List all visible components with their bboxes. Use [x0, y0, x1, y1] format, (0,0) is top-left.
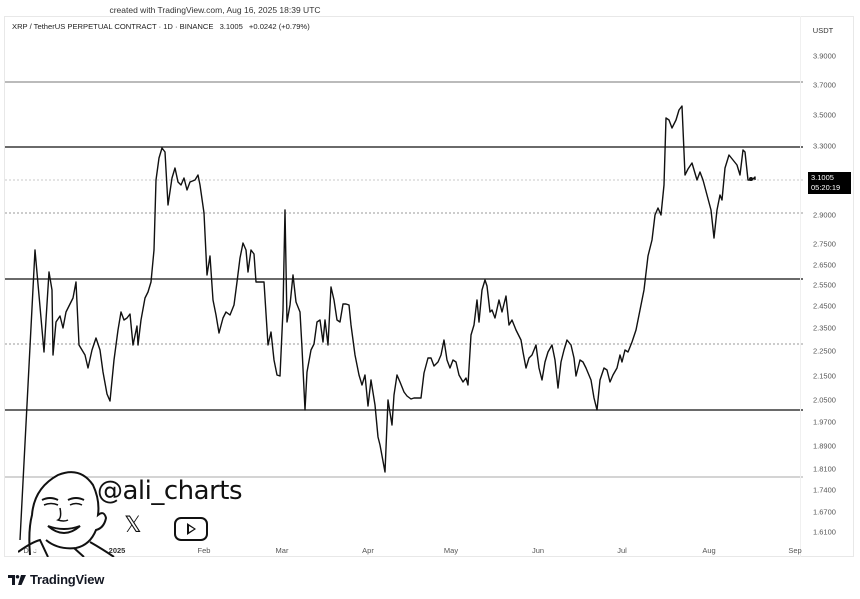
price-tick: 2.2500: [813, 346, 836, 356]
time-tick: Mar: [275, 546, 289, 555]
last-price-tag-value: 3.1005: [811, 173, 834, 182]
last-price-tag: 3.1005 05:20:19: [808, 172, 851, 194]
avatar-caricature-icon: [18, 471, 115, 557]
chart-frame: [4, 16, 854, 557]
bar-countdown: 05:20:19: [811, 183, 841, 192]
price-tick: 1.9700: [813, 417, 836, 427]
x-twitter-icon[interactable]: 𝕏: [124, 513, 142, 538]
time-tick: Apr: [362, 546, 374, 555]
last-price-dot: [749, 177, 753, 181]
price-tick: 1.6100: [813, 527, 836, 537]
time-tick: Jul: [617, 546, 627, 555]
price-tick: 2.4500: [813, 301, 836, 311]
symbol-title: XRP / TetherUS PERPETUAL CONTRACT · 1D ·…: [12, 22, 214, 31]
price-tick: 2.7500: [813, 239, 836, 249]
currency-label[interactable]: USDT: [805, 23, 841, 37]
price-tick: 2.1500: [813, 371, 836, 381]
price-tick: 1.6700: [813, 507, 836, 517]
time-tick: Feb: [197, 546, 211, 555]
price-change: +0.0242 (+0.79%): [248, 22, 310, 31]
price-axis-border: [800, 16, 801, 557]
price-tick: 2.6500: [813, 260, 836, 270]
price-line: [19, 105, 756, 541]
time-tick: May: [443, 546, 459, 555]
time-tick: Jun: [531, 546, 545, 555]
time-tick: Aug: [702, 546, 716, 555]
tradingview-mark-icon: [8, 574, 26, 585]
symbol-legend: XRP / TetherUS PERPETUAL CONTRACT · 1D ·…: [12, 22, 314, 31]
time-tick: 2025: [108, 546, 126, 555]
price-tick: 2.3500: [813, 323, 836, 333]
price-tick: 2.5500: [813, 280, 836, 290]
price-tick: 1.8100: [813, 464, 836, 474]
price-tick: 2.0500: [813, 395, 836, 405]
last-price: 3.1005: [219, 22, 243, 31]
price-tick: 3.7000: [813, 80, 836, 90]
price-tick: 2.9000: [813, 210, 836, 220]
time-tick: Sep: [788, 546, 802, 555]
price-tick: 1.8900: [813, 441, 836, 451]
price-tick: 1.7400: [813, 485, 836, 495]
created-with-caption: created with TradingView.com, Aug 16, 20…: [109, 5, 321, 15]
author-handle: @ali_charts: [97, 476, 243, 506]
price-tick: 3.9000: [813, 51, 836, 61]
tradingview-logo[interactable]: TradingView: [8, 572, 104, 587]
price-tick: 3.5000: [813, 110, 836, 120]
youtube-icon[interactable]: [174, 517, 208, 541]
price-tick: 3.3000: [813, 141, 836, 151]
play-icon: [187, 523, 196, 535]
tradingview-wordmark: TradingView: [30, 572, 105, 587]
